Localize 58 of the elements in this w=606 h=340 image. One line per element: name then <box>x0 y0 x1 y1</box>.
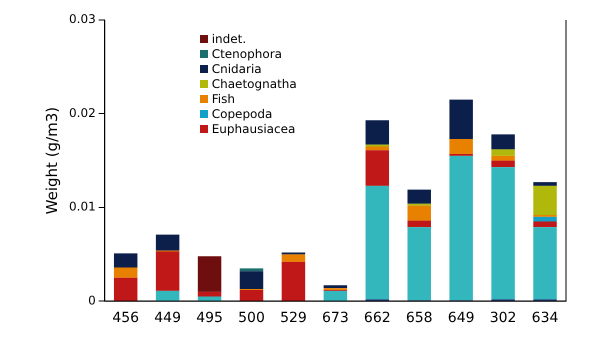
bar <box>491 156 515 161</box>
bar <box>282 254 306 262</box>
bar <box>449 139 473 154</box>
bar <box>114 253 138 268</box>
y-axis-title: Weight (g/m3) <box>42 106 61 214</box>
bar <box>491 160 515 168</box>
bar <box>449 156 473 300</box>
bar <box>449 100 473 140</box>
bar <box>282 262 306 301</box>
legend-label: Fish <box>210 92 236 107</box>
y-tick-label: 0.02 <box>69 106 96 120</box>
bar <box>407 206 431 221</box>
bar <box>533 186 557 215</box>
bar <box>491 134 515 150</box>
bar <box>156 290 180 301</box>
bar <box>198 292 222 297</box>
x-tick-label: 529 <box>280 310 307 326</box>
x-tick-label: 495 <box>196 310 223 326</box>
bar <box>198 296 222 301</box>
bar <box>366 150 390 186</box>
bar <box>533 227 557 300</box>
bar <box>240 290 264 301</box>
x-tick-label: 658 <box>406 310 433 326</box>
bar <box>240 271 264 290</box>
bar <box>366 120 390 145</box>
bar <box>366 186 390 300</box>
bar <box>324 290 348 301</box>
bar <box>198 256 222 292</box>
bar <box>407 190 431 204</box>
bar <box>533 182 557 186</box>
bar <box>114 267 138 278</box>
bar <box>491 167 515 300</box>
x-tick-label: 500 <box>238 310 265 326</box>
bar <box>533 216 557 222</box>
y-tick-label: 0.01 <box>69 200 96 214</box>
x-tick-label: 673 <box>322 310 349 326</box>
x-tick-label: 634 <box>532 310 558 326</box>
bar <box>407 227 431 300</box>
legend-label: Euphausiacea <box>210 122 296 137</box>
bar <box>491 149 515 156</box>
x-tick-label: 662 <box>364 310 391 326</box>
legend-label: indet. <box>210 32 248 47</box>
bar <box>156 234 180 251</box>
legend-label: Chaetognatha <box>210 77 297 92</box>
x-tick-label: 302 <box>490 310 516 326</box>
legend-label: Cnidaria <box>210 62 263 77</box>
bar <box>114 278 138 301</box>
legend-label: Ctenophora <box>210 47 283 62</box>
bar <box>366 146 390 150</box>
bar <box>156 252 180 291</box>
legend-label: Copepoda <box>210 107 274 122</box>
y-tick-label: 0.03 <box>69 12 96 26</box>
y-tick-label: 0 <box>88 293 96 308</box>
x-tick-label: 456 <box>112 310 140 326</box>
x-tick-label: 649 <box>448 310 475 326</box>
x-tick-label: 449 <box>154 310 181 326</box>
bar <box>407 220 431 228</box>
bar <box>533 222 557 228</box>
